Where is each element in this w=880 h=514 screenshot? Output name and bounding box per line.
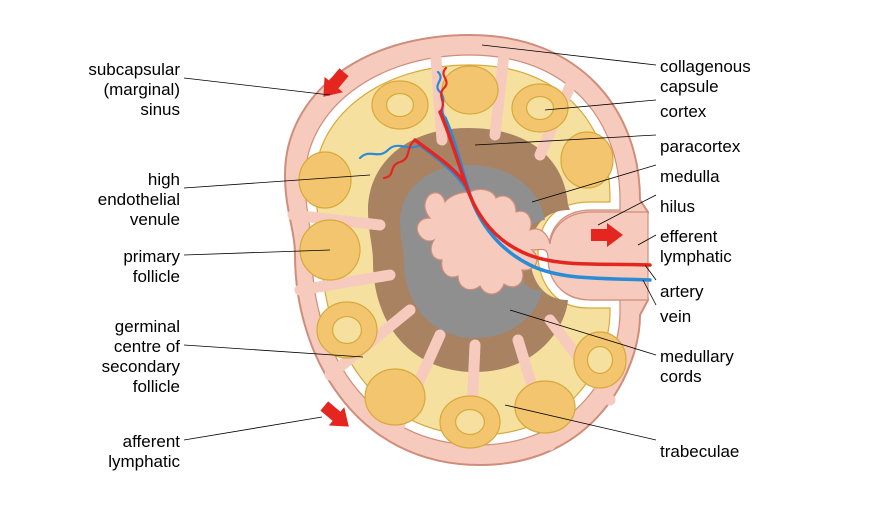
leader-line — [184, 417, 322, 440]
label-paracortex: paracortex — [660, 137, 741, 156]
label-efferent: efferentlymphatic — [660, 227, 732, 266]
secondary-follicle — [372, 81, 428, 129]
label-hilus: hilus — [660, 197, 695, 216]
primary-follicle — [299, 152, 351, 208]
germinal-centre — [588, 347, 613, 374]
label-primary_follicle: primaryfollicle — [123, 247, 180, 286]
secondary-follicle — [440, 396, 500, 448]
label-medulla: medulla — [660, 167, 720, 186]
germinal-centre — [456, 410, 485, 435]
secondary-follicle — [574, 332, 626, 388]
label-artery: artery — [660, 282, 704, 301]
label-trabeculae: trabeculae — [660, 442, 739, 461]
label-germinal_centre: germinalcentre ofsecondaryfollicle — [102, 317, 181, 396]
primary-follicle — [515, 381, 575, 433]
label-vein: vein — [660, 307, 691, 326]
germinal-centre — [387, 93, 414, 116]
label-afferent: afferentlymphatic — [108, 432, 180, 471]
lymph-node-diagram: subcapsular(marginal)sinus highendothelia… — [0, 0, 880, 514]
germinal-centre — [527, 96, 554, 119]
label-capsule: collagenouscapsule — [660, 57, 751, 96]
germinal-centre — [333, 317, 362, 344]
primary-follicle — [365, 369, 425, 425]
secondary-follicle — [317, 302, 377, 358]
label-hev: highendothelialvenule — [98, 170, 180, 229]
leader-line — [184, 78, 330, 95]
label-medullary_cords: medullarycords — [660, 347, 734, 386]
label-subcapsular_sinus: subcapsular(marginal)sinus — [88, 60, 180, 119]
primary-follicle — [561, 132, 613, 188]
secondary-follicle — [512, 84, 568, 132]
label-cortex: cortex — [660, 102, 707, 121]
primary-follicle — [442, 66, 498, 114]
